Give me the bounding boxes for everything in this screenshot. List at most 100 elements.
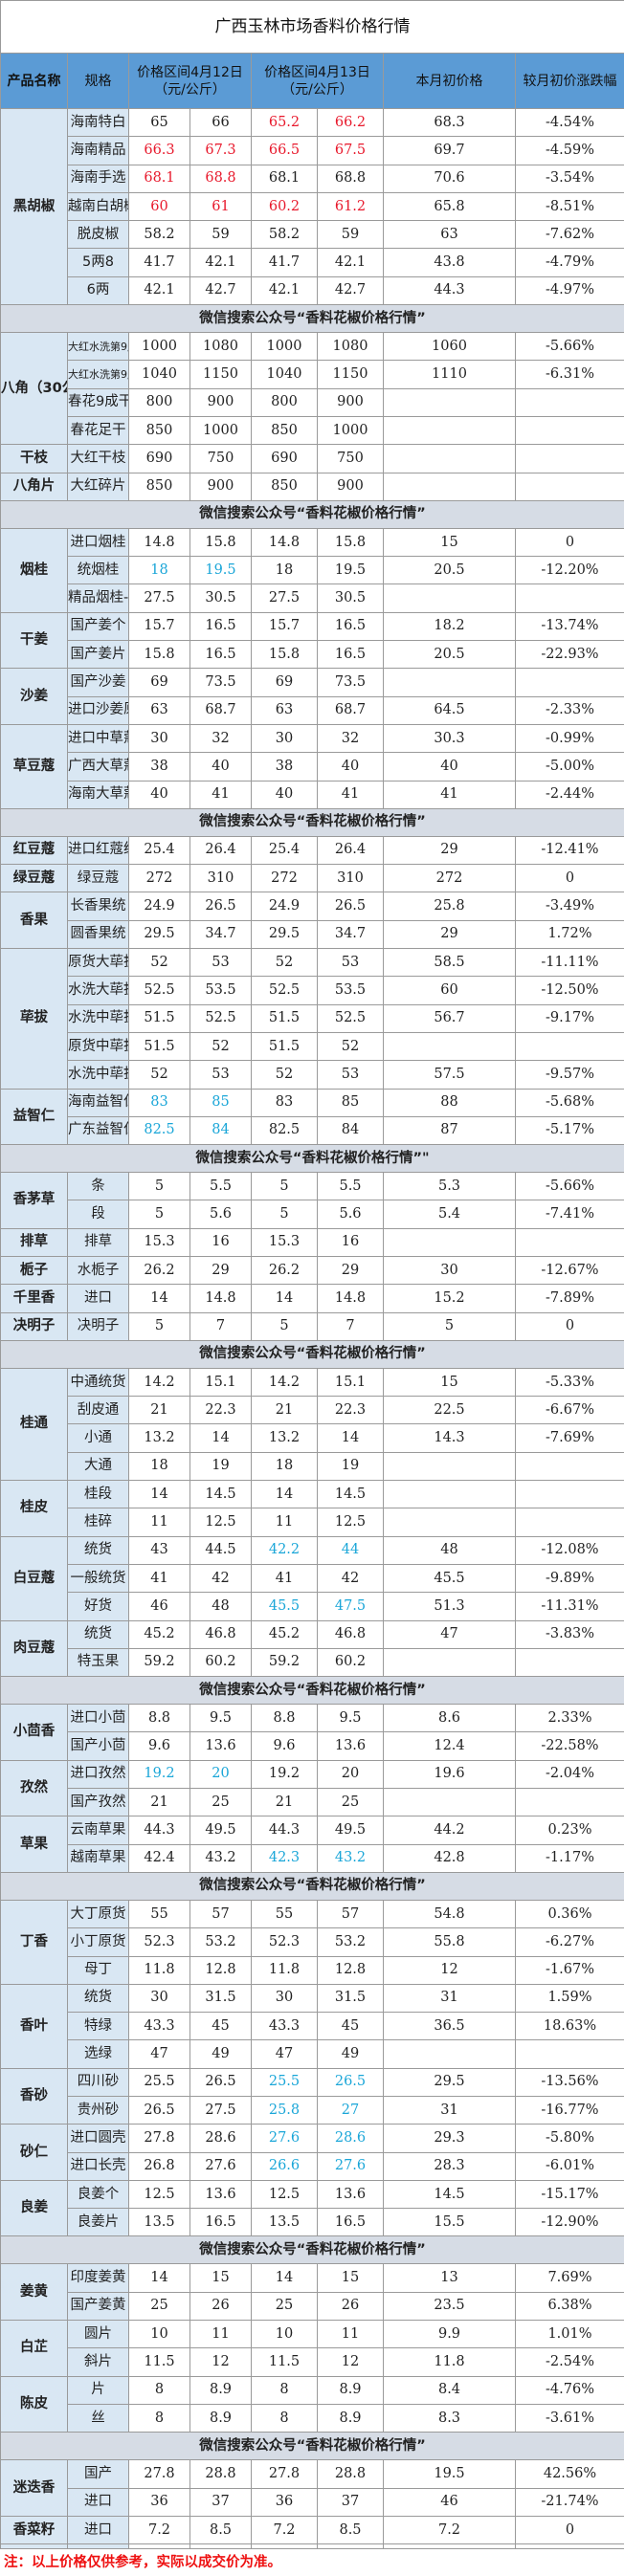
table-row: 越南白胡椒606160.261.265.8-8.51% [1,191,624,222]
product-name-cell: 沙姜 [0,668,68,725]
month-start-price-cell [383,1508,516,1537]
table-row: 国产小茴 9.6 13.6 9.6 13.6 12.4 -22.58% [1,1731,624,1761]
table-row: 国产孜然 21 25 21 25 [1,1788,624,1817]
low-apr12-cell: 27.8 [128,2459,190,2489]
table-row: 选绿 47 49 47 49 [1,2039,624,2069]
high-apr12-cell: 19 [189,1451,252,1482]
change-pct-cell [515,387,624,417]
spec-cell: 进口烟桂 [67,527,129,558]
month-start-price-cell: 44.2 [383,1816,516,1845]
high-apr12-cell: 53 [189,948,252,978]
spec-cell: 海南益智仁 [67,1088,129,1117]
high-apr12-cell: 22.3 [189,1396,252,1425]
product-name-cell: 草豆蔻 [0,723,68,809]
spec-cell: 斜片 [67,2347,129,2377]
table-row: 水洗中荜拔51.552.551.552.556.7-9.17% [1,1003,624,1033]
low-apr13-cell: 51.5 [251,1031,318,1062]
low-apr13-cell: 45.5 [251,1592,318,1621]
month-start-price-cell [383,1480,516,1509]
product-name-cell: 千里香 [0,1284,68,1313]
low-apr13-cell: 10 [251,2320,318,2349]
low-apr13-cell: 43.3 [251,2012,318,2041]
product-name-cell: 干姜 [0,611,68,670]
change-pct-cell: -7.69% [515,1423,624,1453]
change-pct-cell: -5.33% [515,1367,624,1398]
low-apr13-cell: 66.5 [251,136,318,165]
low-apr13-cell: 11.8 [251,1955,318,1985]
high-apr13-cell: 42 [317,1563,384,1594]
month-start-price-cell: 43.8 [383,248,516,277]
month-start-price-cell: 55.8 [383,1927,516,1957]
low-apr12-cell: 36 [128,2487,190,2517]
product-name-cell: 栀子 [0,1255,68,1286]
table-row: 荜拔原货大荜拔5253525358.5-11.11% [0,948,624,1090]
low-apr13-cell: 42.3 [251,1843,318,1873]
high-apr13-cell: 61.2 [317,191,384,222]
spec-cell: 精品烟桂- [67,583,129,613]
high-apr12-cell: 16.5 [189,640,252,670]
high-apr12-cell: 68.8 [189,164,252,193]
table-row: 草果 云南草果 44.3 49.5 44.3 49.5 44.2 0.23% [0,1816,624,1873]
low-apr12-cell: 27.8 [128,2124,190,2153]
low-apr13-cell: 52.5 [251,976,318,1005]
month-start-price-cell: 13 [383,2263,516,2293]
low-apr12-cell: 11.5 [128,2347,190,2377]
low-apr13-cell: 690 [251,444,318,473]
month-start-price-cell: 22.5 [383,1396,516,1425]
month-start-price-cell [383,387,516,417]
change-pct-cell: 0 [515,527,624,558]
table-row: 统烟桂 18 19.5 18 19.5 20.5 -12.20% [1,556,624,585]
spec-cell: 进口中草蔻 [67,723,129,754]
high-apr13-cell: 68.7 [317,695,384,725]
change-pct-cell: -12.08% [515,1535,624,1565]
low-apr13-cell: 44.3 [251,1816,318,1845]
table-row: 脱皮椒 58.2 59 58.2 59 63 -7.62% [1,220,624,250]
spec-cell: 进口圆壳 [67,2124,129,2153]
table-row: 陈皮片 8 8.9 8 8.9 8.4 -4.76% [0,2375,624,2433]
product-name-cell: 香菜籽 [0,2515,68,2545]
product-name-cell: 草果 [0,1816,68,1873]
spec-cell: 良姜个 [67,2179,129,2210]
change-pct-cell: -6.27% [515,1927,624,1957]
high-apr12-cell: 8.5 [189,2515,252,2545]
high-apr12-cell: 28.8 [189,2459,252,2489]
table-row: 越南草果 42.4 43.2 42.3 43.2 42.8 -1.17% [1,1843,624,1873]
table-row: 香叶 统货 30 31.5 30 31.5 31 1.59% [0,1983,624,2069]
low-apr12-cell: 26.5 [128,2095,190,2125]
low-apr13-cell: 52 [251,1060,318,1090]
spec-cell: 大红水洗第9成干 [67,360,129,389]
high-apr13-cell: 8.9 [317,2403,384,2433]
low-apr12-cell: 800 [128,387,190,417]
promo-banner: 微信搜索公众号“香料花椒价格行情” [0,2235,624,2265]
promo-banner: 微信搜索公众号“香料花椒价格行情” [0,304,624,334]
low-apr13-cell: 272 [251,864,318,893]
table-row: 栀子 水栀子 26.2 29 26.2 29 30 -12.67% [0,1255,624,1286]
low-apr13-cell: 850 [251,415,318,446]
spec-cell: 春花足干 [67,415,129,446]
promo-banner: 微信搜索公众号“香料花椒价格行情” [0,1339,624,1369]
product-name-cell: 陈皮 [0,2375,68,2433]
spec-cell: 进口长壳 [67,2151,129,2181]
month-start-price-cell: 14.3 [383,1423,516,1453]
high-apr13-cell: 12.8 [317,1955,384,1985]
month-start-price-cell: 29.3 [383,2124,516,2153]
high-apr13-cell: 28.8 [317,2459,384,2489]
low-apr12-cell: 5 [128,1172,190,1201]
low-apr12-cell: 29.5 [128,919,190,950]
low-apr12-cell: 14 [128,2263,190,2293]
high-apr13-cell: 26.5 [317,2067,384,2098]
promo-banner: 微信搜索公众号“香料花椒价格行情”" [0,1144,624,1174]
low-apr13-cell: 8 [251,2375,318,2405]
month-start-price-cell: 9.9 [383,2320,516,2349]
high-apr13-cell: 8.9 [317,2375,384,2405]
low-apr12-cell: 14 [128,1480,190,1509]
table-row: 绿豆蔻 绿豆蔻 272 310 272 310 272 0 [0,864,624,893]
low-apr13-cell: 8 [251,2403,318,2433]
low-apr13-cell: 27.6 [251,2124,318,2153]
banner-row: 微信搜索公众号“香料花椒价格行情” [0,807,624,837]
high-apr13-cell: 14.5 [317,1480,384,1509]
high-apr13-cell: 12.5 [317,1508,384,1537]
month-start-price-cell [383,1451,516,1482]
table-row: 精品烟桂- 27.5 30.5 27.5 30.5 [1,583,624,613]
